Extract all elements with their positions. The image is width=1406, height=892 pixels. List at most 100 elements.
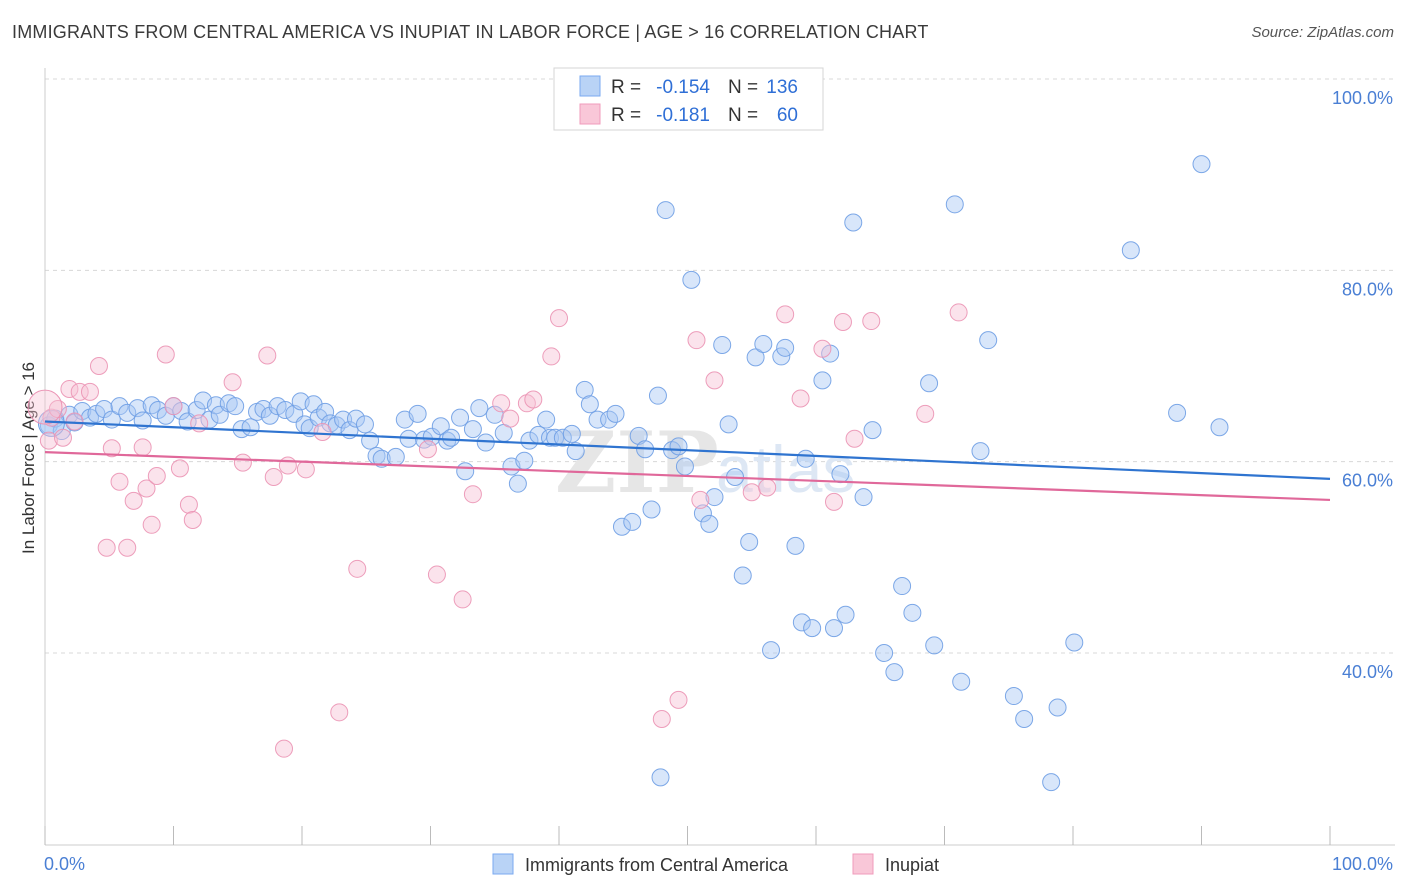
data-point [156, 345, 175, 364]
data-point [776, 305, 795, 324]
data-point [133, 438, 152, 457]
y-tick-label: 40.0% [1342, 662, 1393, 682]
data-point [1121, 241, 1140, 260]
data-point [124, 491, 143, 510]
data-point [719, 415, 738, 434]
legend-n-label: N = [728, 77, 758, 98]
data-point [170, 459, 189, 478]
data-point [463, 485, 482, 504]
data-point [979, 331, 998, 350]
axes: 40.0% 60.0% 80.0% 100.0% 0.0% 100.0% In Labor … [19, 68, 1395, 874]
data-point [836, 605, 855, 624]
data-point [854, 488, 873, 507]
series-inupiat [27, 303, 968, 758]
data-point [845, 429, 864, 448]
data-point [39, 431, 58, 450]
data-point [824, 492, 843, 511]
legend-n-label: N = [728, 105, 758, 126]
data-point [796, 449, 815, 468]
data-point [258, 346, 277, 365]
data-point [1048, 698, 1067, 717]
data-point [118, 403, 137, 422]
data-point [885, 663, 904, 682]
y-tick-label: 60.0% [1342, 471, 1393, 491]
data-point [580, 395, 599, 414]
legend-swatch [579, 75, 601, 97]
data-point [492, 394, 511, 413]
trend-line-1 [44, 451, 1331, 502]
data-point [223, 373, 242, 392]
data-point [813, 371, 832, 390]
data-point [903, 603, 922, 622]
data-point [945, 195, 964, 214]
data-point [669, 690, 688, 709]
data-point [803, 619, 822, 638]
data-point [372, 449, 391, 468]
data-point [606, 404, 625, 423]
data-point [772, 347, 791, 366]
trend-line-0 [44, 420, 1331, 480]
data-point [546, 428, 565, 447]
data-point [254, 400, 273, 419]
data-point [542, 347, 561, 366]
legend-box: R = -0.154 N = 136 R = -0.181 N = 60 [553, 67, 824, 131]
y-axis-title: In Labor Force | Age > 16 [19, 362, 38, 554]
data-point [453, 590, 472, 609]
data-point [470, 399, 489, 418]
data-point [53, 428, 72, 447]
data-point [863, 421, 882, 440]
data-point [916, 404, 935, 423]
data-point [776, 338, 795, 357]
data-point [27, 389, 63, 425]
data-point [264, 467, 283, 486]
data-point [515, 451, 534, 470]
data-point [740, 533, 759, 552]
series-immigrants-central-america [37, 155, 1229, 792]
source-credit: Source: ZipAtlas.com [1251, 24, 1394, 41]
data-point [60, 379, 79, 398]
data-point [952, 672, 971, 691]
data-point [147, 467, 166, 486]
data-point [346, 409, 365, 428]
data-point [971, 442, 990, 461]
x-tick-label-max: 100.0% [1332, 854, 1393, 874]
x-tick-label-min: 0.0% [44, 854, 85, 874]
data-point [355, 415, 374, 434]
data-point [451, 408, 470, 427]
chart-title: IMMIGRANTS FROM CENTRAL AMERICA VS INUPI… [12, 22, 929, 42]
data-point [456, 462, 475, 481]
data-point [691, 490, 710, 509]
data-point [786, 536, 805, 555]
data-point [102, 439, 121, 458]
data-point [705, 371, 724, 390]
data-point [97, 538, 116, 557]
data-point [427, 565, 446, 584]
legend-r-label: R = [611, 105, 641, 126]
data-point [520, 431, 539, 450]
data-point [648, 386, 667, 405]
data-point [733, 566, 752, 585]
data-point [226, 397, 245, 416]
legend-swatch [579, 103, 601, 125]
data-point [80, 382, 99, 401]
data-point [348, 559, 367, 578]
data-point [862, 312, 881, 331]
data-point [566, 442, 585, 461]
legend-r-value: -0.154 [656, 77, 710, 98]
data-point [179, 495, 198, 514]
data-point [682, 270, 701, 289]
legend-r-label: R = [611, 77, 641, 98]
data-point [824, 619, 843, 638]
data-point [1168, 403, 1187, 422]
data-point [844, 213, 863, 232]
data-point [687, 331, 706, 350]
data-point [537, 410, 556, 429]
data-point [656, 201, 675, 220]
data-point [316, 402, 335, 421]
data-point [652, 710, 671, 729]
data-point [241, 418, 260, 437]
watermark-text: ZIP [555, 413, 719, 512]
data-point [110, 397, 129, 416]
data-point [485, 405, 504, 424]
